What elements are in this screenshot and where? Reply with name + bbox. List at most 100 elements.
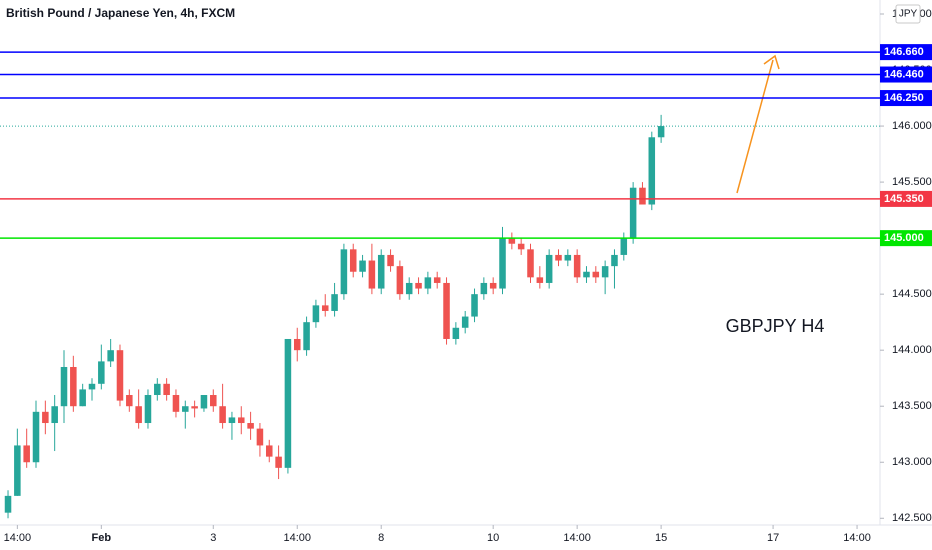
x-tick-label: 8: [378, 532, 384, 544]
level-label: 146.660: [884, 46, 924, 58]
candle-body: [545, 254, 553, 283]
candle-body: [648, 137, 656, 205]
candle-body: [32, 411, 40, 463]
level-label-box: [880, 230, 932, 247]
candle-body: [247, 423, 254, 429]
x-tick-label: 14:00: [563, 532, 591, 544]
candle-body: [396, 266, 404, 295]
candle-body: [480, 282, 488, 295]
candle-body: [583, 271, 590, 278]
candle-body: [499, 238, 506, 289]
candle-body: [536, 277, 544, 283]
candle-body: [433, 277, 441, 283]
candle-body: [200, 395, 208, 409]
candle-body: [349, 249, 357, 272]
candle-body: [611, 254, 618, 267]
candle-body: [98, 361, 105, 384]
x-tick-label: 3: [210, 532, 216, 544]
x-tick-label: 14:00: [283, 532, 311, 544]
candle-body: [471, 294, 478, 317]
y-tick-label: 144.000: [892, 344, 932, 356]
candle-body: [256, 428, 264, 446]
annotation: GBPJPY H4: [726, 316, 825, 336]
candle-body: [228, 417, 236, 424]
candle-body: [275, 456, 282, 468]
candle-body: [210, 395, 217, 407]
level-label-box: [880, 44, 932, 61]
y-tick-label: 144.500: [892, 288, 932, 300]
candle-body: [527, 249, 534, 278]
candle-body: [284, 338, 292, 468]
candle-body: [303, 322, 310, 351]
candle-body: [163, 383, 170, 396]
level-label-box: [880, 90, 932, 107]
candle-body: [620, 238, 628, 255]
candle-body: [144, 395, 152, 424]
candle-body: [14, 445, 21, 496]
candle-body: [452, 327, 460, 339]
currency-label[interactable]: JPY: [899, 9, 918, 20]
plot-layer: [0, 114, 880, 519]
x-tick-label: 17: [767, 532, 779, 544]
candle-body: [154, 383, 161, 396]
x-tick-label: 10: [487, 532, 499, 544]
candle-body: [265, 445, 273, 457]
currency-box[interactable]: [895, 4, 921, 24]
y-tick-label: 143.000: [892, 456, 932, 468]
x-tick-label: Feb: [92, 532, 112, 544]
candle-body: [377, 254, 385, 289]
x-tick-label: 15: [655, 532, 667, 544]
chart-title: British Pound / Japanese Yen, 4h, FXCM: [6, 6, 235, 20]
level-label: 145.350: [884, 193, 924, 205]
candle-body: [387, 254, 394, 267]
candle-body: [368, 260, 376, 289]
level-label: 145.000: [884, 232, 924, 244]
candle-body: [238, 417, 245, 424]
y-tick-label: 146.000: [892, 120, 932, 132]
candle-body: [107, 350, 114, 362]
candle-body: [312, 305, 320, 323]
candle-body: [182, 406, 189, 412]
candle-body: [135, 406, 142, 424]
candle-body: [321, 305, 329, 311]
candle-body: [23, 445, 30, 463]
candle-body: [172, 395, 180, 412]
candle-body: [592, 271, 600, 278]
candle-body: [555, 254, 562, 261]
candle-body: [461, 316, 469, 328]
candle-body: [415, 282, 422, 289]
level-label: 146.250: [884, 92, 924, 104]
y-tick-label: 142.500: [892, 512, 932, 524]
candle-body: [293, 338, 301, 351]
x-tick-label: 14:00: [4, 532, 32, 544]
candle-body: [489, 282, 497, 289]
candle-body: [51, 406, 58, 424]
candle-body: [4, 495, 12, 513]
level-label-box: [880, 190, 932, 207]
candle-body: [405, 282, 413, 295]
x-tick-label: 14:00: [843, 532, 871, 544]
candle-body: [517, 243, 525, 250]
y-tick-label: 145.500: [892, 176, 932, 188]
level-label: 146.460: [884, 68, 924, 80]
candle-body: [116, 350, 124, 401]
candle-body: [60, 366, 68, 407]
candle-body: [126, 395, 133, 407]
candle-body: [508, 238, 516, 244]
candle-body: [629, 187, 637, 239]
candle-body: [657, 126, 665, 138]
level-label-box: [880, 66, 932, 83]
overlay-layer: 146.660 146.460 146.250 145.350 145.000: [0, 44, 932, 247]
candle-body: [88, 383, 96, 390]
candle-body: [639, 187, 646, 205]
candle-body: [331, 294, 338, 311]
arrow: [736, 59, 774, 194]
y-tick-label: 143.500: [892, 400, 932, 412]
candle-body: [601, 266, 609, 278]
candle-body: [219, 406, 226, 424]
candle-body: [340, 249, 348, 295]
arrow-head: [763, 54, 780, 70]
candle-body: [573, 254, 581, 278]
